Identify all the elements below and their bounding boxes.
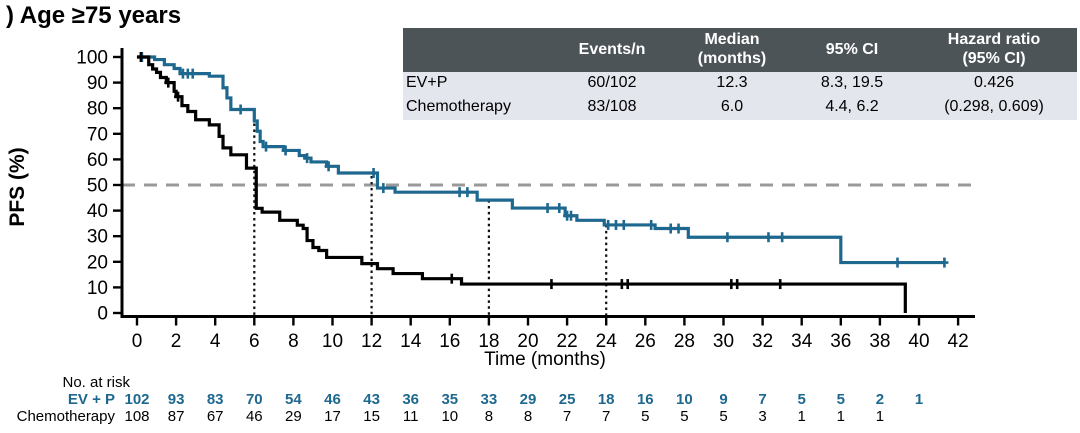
x-axis-label: Time (months) — [484, 349, 606, 370]
risk-value: 9 — [719, 391, 728, 408]
x-tick-label: 10 — [322, 331, 343, 352]
risk-value: 5 — [836, 391, 845, 408]
risk-value: 10 — [676, 391, 693, 408]
risk-value: 70 — [245, 391, 263, 408]
risk-value: 67 — [206, 408, 224, 425]
y-tick-label: 0 — [97, 304, 108, 325]
risk-row-name: EV + P — [67, 391, 115, 408]
y-tick-label: 80 — [87, 99, 108, 120]
risk-value: 1 — [875, 408, 885, 425]
risk-value: 43 — [363, 391, 380, 408]
x-tick-label: 40 — [908, 331, 929, 352]
y-tick-label: 60 — [87, 150, 108, 171]
x-tick-label: 26 — [635, 331, 656, 352]
risk-value: 1 — [836, 408, 845, 425]
x-tick-label: 16 — [439, 331, 460, 352]
no-at-risk-label: No. at risk — [62, 374, 130, 391]
risk-value: 102 — [124, 391, 150, 408]
x-tick-label: 12 — [361, 331, 382, 352]
y-tick-label: 10 — [87, 278, 108, 299]
y-tick-label: 30 — [87, 227, 108, 248]
risk-value: 8 — [523, 408, 533, 425]
summary-row-name: EV+P — [403, 72, 553, 96]
x-tick-label: 28 — [674, 331, 695, 352]
risk-value: 18 — [597, 391, 615, 408]
risk-value: 108 — [124, 408, 150, 425]
risk-value: 8 — [484, 408, 494, 425]
x-tick-label: 2 — [171, 331, 182, 352]
x-tick-label: 14 — [400, 331, 422, 352]
risk-value: 5 — [641, 408, 650, 425]
x-tick-label: 42 — [948, 331, 969, 352]
risk-value: 46 — [245, 408, 263, 425]
summary-cell: 8.3, 19.5 — [793, 72, 911, 96]
x-tick-label: 22 — [557, 331, 578, 352]
x-tick-label: 32 — [752, 331, 773, 352]
x-tick-label: 8 — [288, 331, 299, 352]
summary-header-cell: 95% CI — [793, 28, 911, 72]
summary-header-cell: Hazard ratio (95% CI) — [911, 28, 1077, 72]
summary-header-cell: Events/n — [553, 28, 671, 72]
summary-cell: 6.0 — [671, 95, 793, 120]
risk-value: 33 — [480, 391, 498, 408]
summary-header-cell: Median (months) — [671, 28, 793, 72]
x-tick-label: 6 — [249, 331, 260, 352]
y-axis-label: PFS (%) — [6, 147, 29, 227]
risk-row-name: Chemotherapy — [16, 408, 115, 425]
risk-value: 5 — [719, 408, 728, 425]
risk-value: 29 — [519, 391, 537, 408]
summary-cell: 4.4, 6.2 — [793, 95, 911, 120]
x-tick-label: 18 — [478, 331, 499, 352]
risk-value: 83 — [206, 391, 224, 408]
risk-value: 3 — [758, 408, 767, 425]
figure-title: ) Age ≥75 years — [6, 2, 182, 29]
x-tick-label: 4 — [210, 331, 221, 352]
risk-value: 1 — [914, 391, 924, 408]
x-tick-label: 20 — [517, 331, 538, 352]
risk-value: 5 — [680, 408, 689, 425]
risk-value: 87 — [167, 408, 185, 425]
y-tick-label: 70 — [87, 124, 108, 145]
risk-value: 15 — [363, 408, 380, 425]
risk-value: 93 — [167, 391, 185, 408]
risk-value: 29 — [285, 408, 302, 425]
risk-value: 2 — [875, 391, 885, 408]
risk-value: 46 — [324, 391, 341, 408]
summary-header-cell — [403, 28, 553, 72]
x-tick-label: 0 — [132, 331, 143, 352]
x-tick-label: 38 — [869, 331, 890, 352]
summary-table: Events/n Median (months) 95% CI Hazard rati… — [403, 28, 1077, 120]
km-curve-evp — [137, 55, 945, 265]
risk-value: 16 — [636, 391, 654, 408]
risk-value: 54 — [285, 391, 302, 408]
summary-cell: 12.3 — [671, 72, 793, 96]
risk-value: 36 — [402, 391, 420, 408]
summary-cell: 60/102 — [553, 72, 671, 96]
risk-value: 35 — [441, 391, 459, 408]
y-tick-label: 20 — [87, 252, 108, 273]
summary-cell: (0.298, 0.609) — [911, 95, 1077, 120]
y-tick-label: 90 — [87, 73, 108, 94]
risk-value: 7 — [602, 408, 611, 425]
risk-value: 17 — [324, 408, 341, 425]
risk-value: 11 — [402, 408, 419, 425]
summary-cell: 83/108 — [553, 95, 671, 120]
risk-value: 7 — [562, 408, 572, 425]
y-tick-label: 50 — [87, 176, 108, 197]
risk-value: 1 — [797, 408, 806, 425]
summary-cell: 0.426 — [911, 72, 1077, 96]
y-tick-label: 100 — [76, 48, 108, 69]
summary-row-name: Chemotherapy — [403, 95, 553, 120]
x-tick-label: 34 — [791, 331, 813, 352]
x-tick-label: 36 — [830, 331, 851, 352]
x-tick-label: 24 — [596, 331, 618, 352]
x-tick-label: 30 — [713, 331, 734, 352]
risk-value: 7 — [758, 391, 767, 408]
risk-value: 25 — [558, 391, 576, 408]
risk-value: 10 — [441, 408, 459, 425]
risk-value: 5 — [797, 391, 806, 408]
y-tick-label: 40 — [87, 201, 108, 222]
